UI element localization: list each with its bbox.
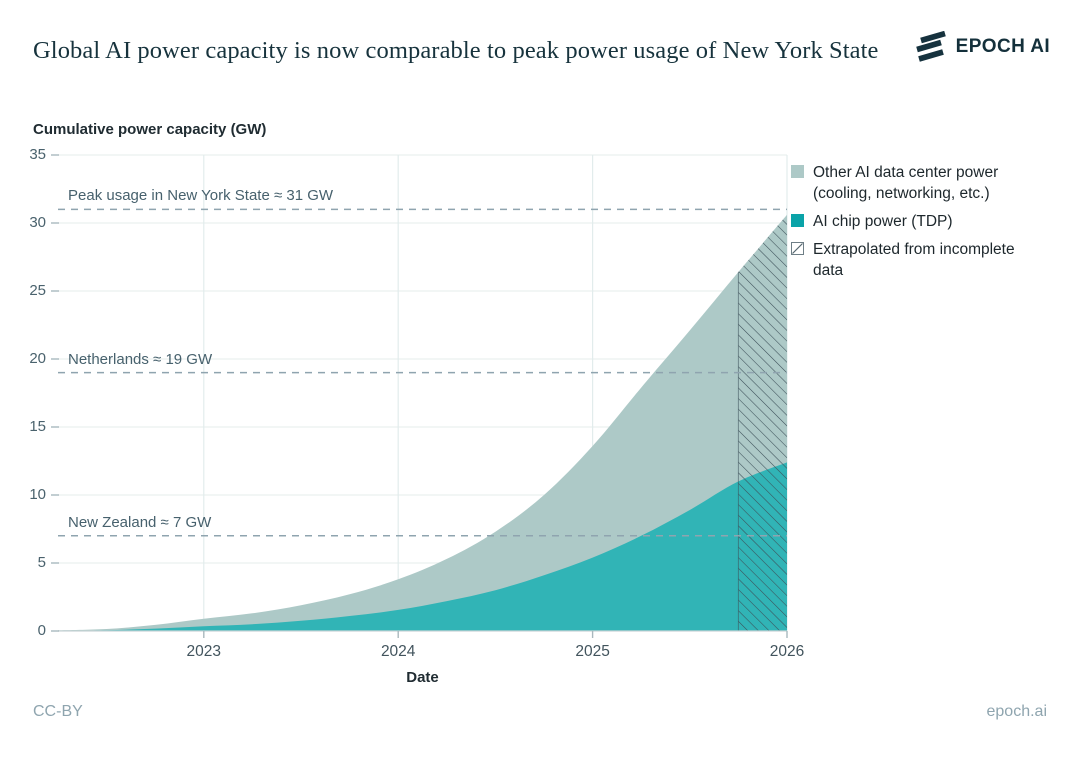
legend-item-extrapolated: Extrapolated from incomplete data — [791, 239, 1029, 281]
y-tick-label: 10 — [29, 486, 46, 503]
other-power-swatch — [791, 165, 804, 178]
y-tick-label: 0 — [37, 622, 46, 639]
ref-line-label-1: Netherlands ≈ 19 GW — [68, 350, 213, 368]
y-tick-label: 20 — [29, 350, 46, 367]
ref-line-label-2: New Zealand ≈ 7 GW — [68, 513, 212, 531]
epoch-ai-logo: EPOCH AI — [914, 31, 1050, 63]
chip-power-swatch — [791, 214, 804, 227]
license-label: CC-BY — [33, 703, 83, 720]
x-tick-label: 2023 — [186, 643, 222, 660]
x-tick-label: 2025 — [575, 643, 610, 660]
legend-item-chip-power: AI chip power (TDP) — [791, 211, 1029, 232]
site-label: epoch.ai — [986, 703, 1048, 720]
legend-label: AI chip power (TDP) — [813, 213, 953, 230]
legend: Other AI data center power (cooling, net… — [791, 162, 1029, 281]
epoch-ai-logo-icon — [915, 31, 946, 62]
legend-label: Extrapolated from incomplete data — [813, 241, 1015, 279]
legend-label: Other AI data center power (cooling, net… — [813, 164, 999, 202]
y-tick-label: 35 — [29, 146, 46, 163]
y-axis-title: Cumulative power capacity (GW) — [33, 121, 267, 138]
page-title: Global AI power capacity is now comparab… — [33, 37, 879, 64]
epoch-ai-logo-text: EPOCH AI — [955, 36, 1050, 57]
ref-line-label-0: Peak usage in New York State ≈ 31 GW — [68, 187, 334, 205]
y-tick-label: 5 — [37, 554, 46, 571]
x-tick-label: 2024 — [380, 643, 416, 660]
extrapolated-hatch-swatch — [791, 242, 804, 255]
y-tick-label: 25 — [29, 282, 46, 299]
y-tick-label: 15 — [29, 418, 46, 435]
y-tick-label: 30 — [29, 214, 46, 231]
legend-item-other-power: Other AI data center power (cooling, net… — [791, 162, 1029, 204]
x-axis-title: Date — [406, 669, 439, 686]
x-tick-label: 2026 — [769, 643, 805, 660]
